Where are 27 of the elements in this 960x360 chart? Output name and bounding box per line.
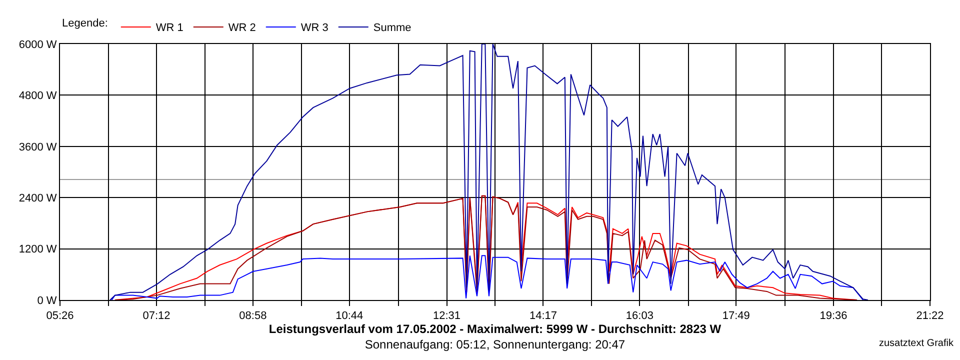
legend-title: Legende: bbox=[62, 18, 108, 30]
x-tick-label: 19:36 bbox=[820, 310, 848, 322]
x-tick-label: 16:03 bbox=[626, 310, 654, 322]
x-tick-label: 07:12 bbox=[142, 310, 170, 322]
y-tick-label: 4800 W bbox=[18, 90, 58, 102]
x-tick-label: 14:17 bbox=[529, 310, 557, 322]
y-tick-label: 3600 W bbox=[18, 141, 58, 154]
line-series bbox=[111, 255, 864, 300]
x-tick-label: 08:58 bbox=[239, 310, 267, 322]
y-tick-label: 6000 W bbox=[18, 38, 58, 51]
text: zusatztext Grafik bbox=[879, 338, 954, 349]
y-tick-label: 0 W bbox=[37, 294, 58, 307]
line-series bbox=[114, 195, 858, 300]
x-tick-label: 17:49 bbox=[722, 310, 750, 322]
text: Leistungsverlauf vom 17.05.2002 - Maximalwert: 5999 W - Durchschnitt: 2823 W bbox=[268, 322, 722, 336]
x-tick-label: 05:26 bbox=[46, 310, 74, 322]
text: Sonnenaufgang: 05:12, Sonnenuntergang: 20:47 bbox=[364, 338, 626, 352]
x-tick-label: 10:44 bbox=[336, 310, 364, 322]
legend-label: WR 2 bbox=[228, 22, 256, 34]
legend-label: WR 3 bbox=[300, 22, 328, 34]
legend-label: Summe bbox=[373, 22, 412, 34]
x-tick-label: 12:31 bbox=[433, 310, 461, 322]
legend-label: WR 1 bbox=[156, 22, 184, 34]
x-tick-label: 21:22 bbox=[916, 310, 944, 322]
y-tick-label: 2400 W bbox=[18, 192, 58, 204]
line-series bbox=[110, 44, 868, 300]
y-tick-label: 1200 W bbox=[18, 244, 58, 256]
